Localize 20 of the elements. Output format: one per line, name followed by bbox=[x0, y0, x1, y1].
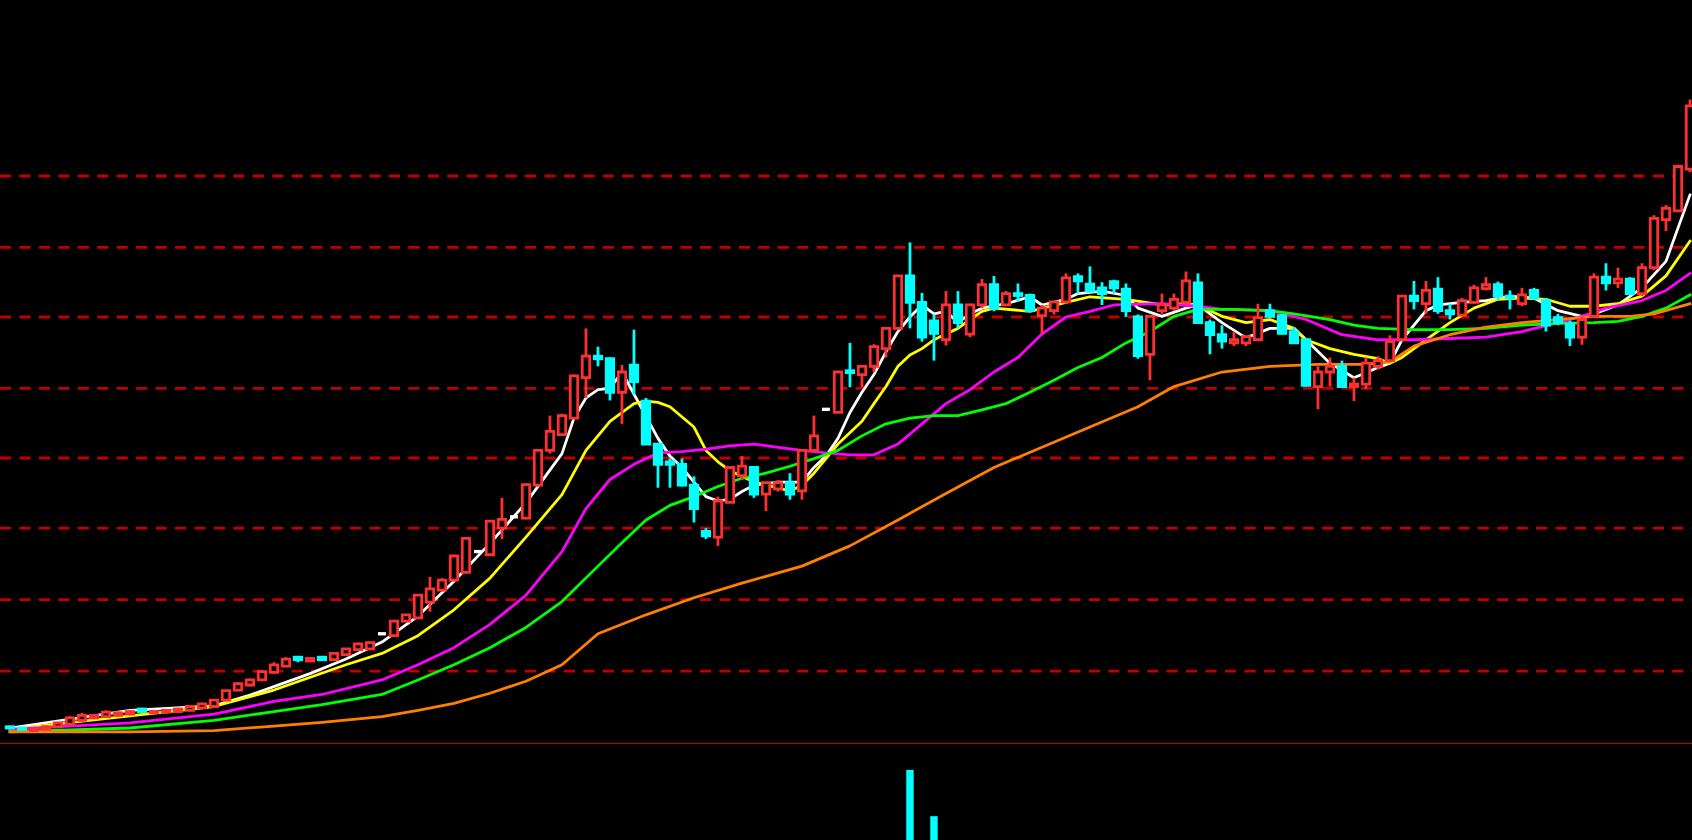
candlestick bbox=[952, 289, 964, 330]
candlestick bbox=[1420, 279, 1432, 316]
candlestick bbox=[1576, 314, 1588, 347]
candlestick bbox=[616, 363, 628, 426]
candlestick bbox=[1336, 359, 1348, 388]
candlestick bbox=[748, 464, 760, 500]
candlestick bbox=[1144, 314, 1156, 382]
candlestick bbox=[1408, 279, 1420, 311]
candlestick bbox=[844, 341, 856, 389]
candlestick bbox=[628, 328, 640, 397]
candlestick bbox=[1588, 271, 1600, 318]
candlestick bbox=[832, 370, 844, 414]
candlestick bbox=[784, 471, 796, 502]
candlestick bbox=[1516, 286, 1528, 308]
candlestick bbox=[988, 274, 1000, 313]
candlestick bbox=[940, 289, 952, 347]
candlestick bbox=[1072, 271, 1084, 295]
candlestick bbox=[1132, 313, 1144, 361]
candlestick bbox=[1612, 266, 1624, 290]
candlestick bbox=[1600, 261, 1612, 292]
